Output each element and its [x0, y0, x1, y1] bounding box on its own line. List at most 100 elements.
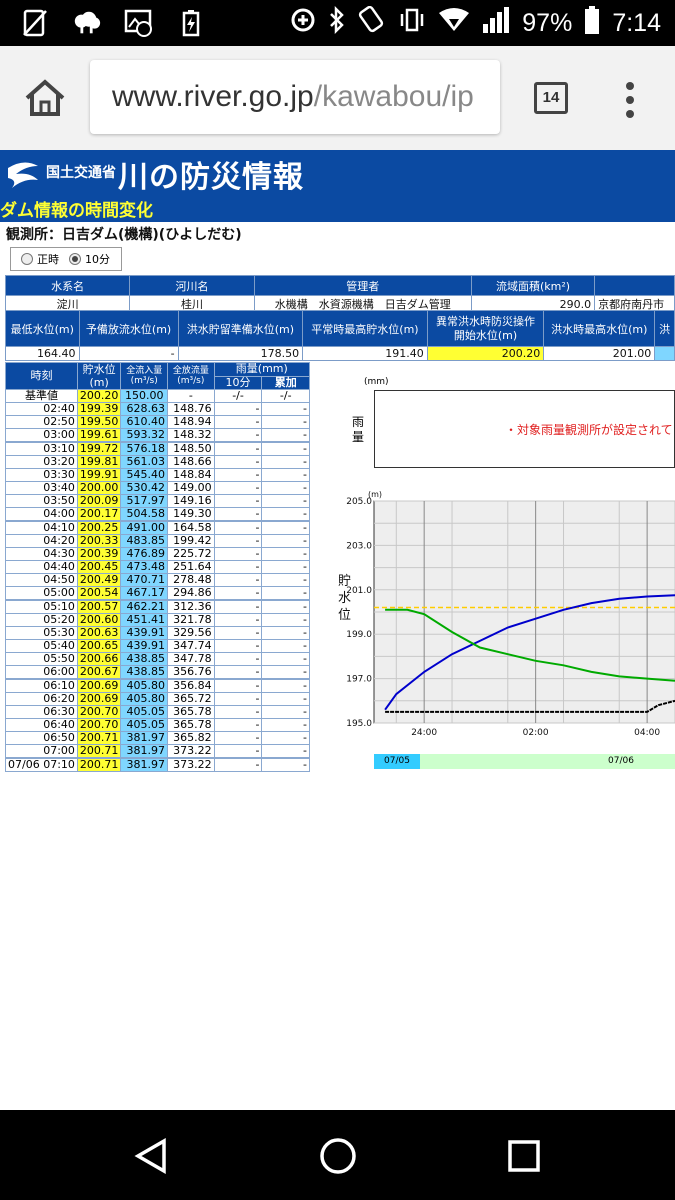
row-time: 06:30 — [5, 705, 78, 719]
home-nav-icon[interactable] — [319, 1137, 357, 1179]
interval-selector: 正時 10分 — [10, 247, 122, 271]
th-level: 貯水位 (m) — [76, 362, 122, 390]
row-rain-10min: - — [213, 718, 263, 732]
row-rain-10min: - — [213, 455, 263, 469]
chart-y-tick: 203.0 — [346, 541, 372, 551]
gallery-icon — [124, 8, 154, 38]
chart-y-tick: 199.0 — [346, 630, 372, 640]
table-row: 03:20 199.81 561.03 148.66- - — [5, 455, 310, 469]
th-rain-cum: 累加 — [261, 375, 310, 390]
row-rain-cum: - — [261, 402, 310, 416]
th-inflow: 全流入量 (m³/s) — [120, 362, 169, 390]
chart-x-tick: 24:00 — [411, 728, 437, 738]
ref-inflow: 150.00 — [120, 389, 169, 403]
mlit-logo-icon[interactable] — [4, 154, 44, 196]
val-truncated — [654, 346, 675, 361]
row-rain-cum: - — [261, 560, 310, 574]
val-water-system: 淀川 — [4, 295, 131, 313]
ref-rain-cum: -/- — [261, 389, 310, 403]
row-level: 200.63 — [76, 626, 122, 640]
battery-percent: 97% — [522, 9, 573, 37]
row-rain-10min: - — [213, 507, 263, 522]
row-rain-cum: - — [261, 731, 310, 745]
table-row: 06:00 200.67 438.85 356.76- - — [5, 665, 310, 680]
hdr-basin-area: 流域面積(km²) — [470, 275, 596, 296]
row-level: 200.69 — [76, 692, 122, 706]
row-rain-10min: - — [213, 705, 263, 719]
reference-row: 基準値 200.20 150.00 - -/- -/- — [5, 389, 310, 403]
row-inflow: 381.97 — [120, 731, 169, 745]
status-bar: 97% 7:14 — [0, 0, 675, 46]
val-flood-prep-level: 178.50 — [177, 346, 304, 361]
table-row: 06:10 200.69 405.80 356.84- - — [5, 678, 310, 693]
row-rain-cum: - — [261, 441, 310, 456]
chart-x-tick: 02:00 — [523, 728, 549, 738]
row-level: 200.00 — [76, 481, 122, 495]
row-time: 05:40 — [5, 639, 78, 653]
row-outflow: 329.56 — [167, 626, 215, 640]
row-rain-cum: - — [261, 481, 310, 495]
table-row: 06:40 200.70 405.05 365.78- - — [5, 718, 310, 732]
timeseries-body: 基準値 200.20 150.00 - -/- -/- 02:40 199.39 6… — [5, 389, 310, 772]
hdr-spare-level: 予備放流水位(m) — [78, 310, 179, 347]
row-rain-cum: - — [261, 692, 310, 706]
row-level: 200.71 — [76, 757, 122, 772]
ref-label: 基準値 — [5, 389, 78, 403]
web-content: 国土交通省 川の防災情報 ダム情報の時間変化 観測所：日吉ダム(機構)(ひよしだ… — [0, 150, 675, 1110]
row-rain-cum: - — [261, 678, 310, 693]
row-inflow: 530.42 — [120, 481, 169, 495]
table-row: 06:20 200.69 405.80 365.72- - — [5, 692, 310, 706]
row-rain-10min: - — [213, 639, 263, 653]
table-row: 03:50 200.09 517.97 149.16- - — [5, 494, 310, 508]
row-level: 200.69 — [76, 678, 122, 693]
th-rain: 雨量(mm) — [213, 362, 311, 377]
row-rain-10min: - — [213, 665, 263, 680]
recents-icon[interactable] — [507, 1139, 541, 1177]
radio-10min-label: 10分 — [85, 253, 110, 266]
back-icon[interactable] — [134, 1137, 168, 1178]
battery-icon — [584, 6, 600, 41]
radio-hourly[interactable] — [21, 253, 33, 265]
url-bar[interactable]: www.river.go.jp/kawabou/ip — [90, 60, 500, 134]
row-rain-cum: - — [261, 652, 310, 666]
row-inflow: 517.97 — [120, 494, 169, 508]
val-spare-level: - — [78, 346, 179, 361]
signal-icon — [482, 6, 510, 41]
row-rain-10min: - — [213, 520, 263, 535]
hdr-normal-max-level: 平常時最高貯水位(m) — [302, 310, 428, 347]
url-path: /kawabou/ip — [313, 80, 474, 113]
date-bar: 07/05 07/06 — [374, 754, 675, 769]
row-level: 200.54 — [76, 586, 122, 601]
dam-level-table: 最低水位(m) 予備放流水位(m) 洪水貯留準備水位(m) 平常時最高貯水位(m… — [5, 310, 675, 361]
vibrate-icon — [398, 7, 426, 40]
radio-10min[interactable] — [69, 253, 81, 265]
row-inflow: 405.80 — [120, 678, 169, 693]
row-outflow: 148.94 — [167, 415, 215, 429]
row-level: 200.60 — [76, 613, 122, 627]
row-outflow: 347.74 — [167, 639, 215, 653]
nfc-icon — [358, 5, 386, 41]
overflow-menu-icon[interactable] — [622, 80, 638, 120]
home-icon[interactable] — [22, 78, 68, 118]
table-row: 05:00 200.54 467.17 294.86- - — [5, 586, 310, 601]
date-0705: 07/05 — [374, 754, 420, 769]
row-inflow: 504.58 — [120, 507, 169, 522]
hdr-truncated: 洪 — [654, 310, 675, 347]
chart-series-line-1 — [385, 608, 675, 682]
row-rain-10min: - — [213, 744, 263, 759]
row-inflow: 473.48 — [120, 560, 169, 574]
row-time: 05:50 — [5, 652, 78, 666]
row-rain-10min: - — [213, 494, 263, 508]
tab-switcher-button[interactable]: 14 — [534, 82, 568, 114]
row-time: 02:40 — [5, 402, 78, 416]
row-rain-cum: - — [261, 507, 310, 522]
row-level: 200.67 — [76, 665, 122, 680]
row-inflow: 628.63 — [120, 402, 169, 416]
row-outflow: 347.78 — [167, 652, 215, 666]
val-basin-area: 290.0 — [470, 295, 596, 313]
row-rain-cum: - — [261, 639, 310, 653]
rain-panel: ・対象雨量観測所が設定されてい — [374, 390, 675, 468]
th-time: 時刻 — [5, 362, 78, 390]
radio-hourly-label: 正時 — [37, 253, 59, 266]
row-rain-10min: - — [213, 757, 263, 772]
